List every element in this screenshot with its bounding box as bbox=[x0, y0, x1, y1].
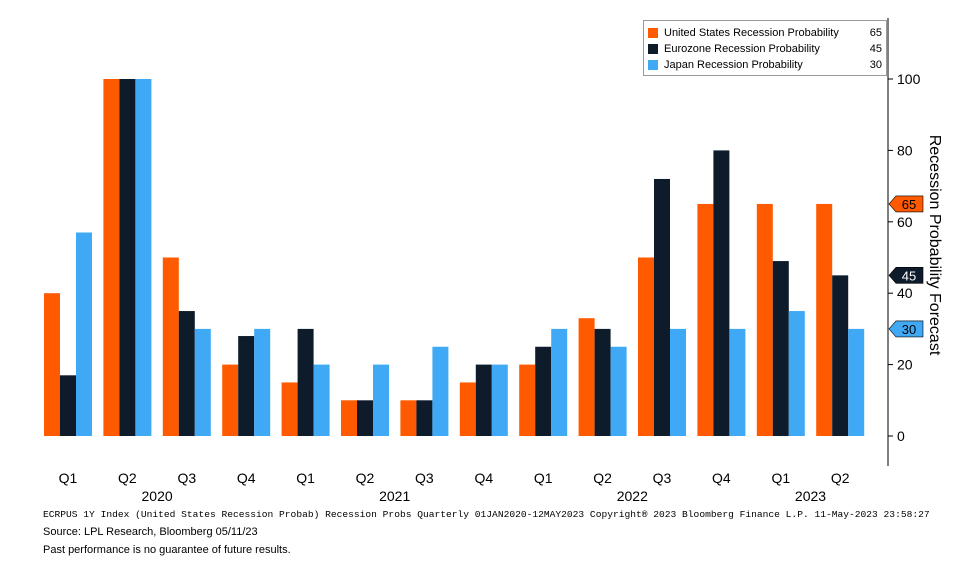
bar-japan bbox=[729, 328, 746, 436]
bar-japan bbox=[670, 328, 686, 436]
bar-us bbox=[162, 257, 179, 436]
bar-eurozone bbox=[60, 375, 76, 436]
bar-eurozone bbox=[297, 328, 314, 436]
legend-item-us: United States Recession Probability 65 bbox=[648, 25, 882, 41]
legend-swatch-us bbox=[648, 28, 658, 38]
disclaimer-note: Past performance is no guarantee of futu… bbox=[43, 544, 291, 556]
bar-japan bbox=[313, 364, 330, 436]
x-tick-label: Q3 bbox=[653, 470, 672, 486]
y-tick-label: 0 bbox=[897, 428, 905, 444]
x-tick-label: Q1 bbox=[534, 470, 553, 486]
bar-us bbox=[281, 382, 298, 436]
bar-eurozone bbox=[178, 311, 195, 436]
bar-us bbox=[400, 400, 417, 436]
x-tick-label: Q1 bbox=[296, 470, 315, 486]
bar-us bbox=[638, 257, 654, 436]
bar-us bbox=[103, 79, 120, 436]
last-value-marker-us bbox=[888, 195, 924, 213]
x-tick-label: Q3 bbox=[415, 470, 434, 486]
y-tick-label: 20 bbox=[897, 357, 913, 373]
legend-item-japan: Japan Recession Probability 30 bbox=[648, 57, 882, 73]
x-tick-label: Q4 bbox=[237, 470, 256, 486]
y-tick-label: 60 bbox=[897, 214, 913, 230]
y-tick-label: 40 bbox=[897, 285, 913, 301]
x-year-label: 2021 bbox=[379, 488, 410, 504]
x-year-label: 2022 bbox=[617, 488, 648, 504]
source-note: Source: LPL Research, Bloomberg 05/11/23 bbox=[43, 526, 258, 538]
legend-value-japan: 30 bbox=[869, 59, 882, 71]
bar-us bbox=[341, 400, 357, 436]
bar-japan bbox=[491, 364, 508, 436]
legend-value-us: 65 bbox=[869, 27, 882, 39]
bar-japan bbox=[551, 328, 568, 436]
last-value-label-us: 65 bbox=[902, 197, 916, 212]
bar-japan bbox=[432, 346, 449, 436]
chart-legend: United States Recession Probability 65 E… bbox=[643, 20, 887, 76]
bar-japan bbox=[254, 328, 271, 436]
bar-us bbox=[578, 318, 595, 436]
legend-label-eurozone: Eurozone Recession Probability bbox=[664, 43, 820, 55]
x-tick-label: Q1 bbox=[771, 470, 790, 486]
bar-japan bbox=[76, 232, 92, 436]
bar-japan bbox=[610, 346, 627, 436]
legend-value-eurozone: 45 bbox=[869, 43, 882, 55]
bar-us bbox=[697, 203, 714, 436]
bar-eurozone bbox=[535, 346, 552, 436]
bloomberg-source-line: ECRPUS 1Y Index (United States Recession… bbox=[43, 509, 930, 520]
legend-swatch-japan bbox=[648, 60, 658, 70]
bar-japan bbox=[194, 328, 211, 436]
last-value-marker-eurozone bbox=[888, 267, 924, 284]
bar-us bbox=[459, 382, 476, 436]
y-tick-label: 100 bbox=[897, 71, 921, 87]
last-value-marker-japan bbox=[888, 320, 924, 338]
bar-eurozone bbox=[832, 275, 849, 436]
x-tick-label: Q2 bbox=[118, 470, 137, 486]
bar-eurozone bbox=[713, 150, 730, 436]
bar-chart: 0 20 40 60 80 100 Recession Probability Foreca… bbox=[44, 18, 943, 504]
bar-japan bbox=[135, 79, 152, 436]
last-value-label-eurozone: 45 bbox=[902, 268, 916, 283]
bar-eurozone bbox=[238, 336, 255, 436]
bar-eurozone bbox=[357, 400, 373, 436]
x-tick-label: Q4 bbox=[474, 470, 493, 486]
bar-us bbox=[756, 203, 773, 436]
x-tick-label: Q4 bbox=[712, 470, 731, 486]
x-tick-label: Q1 bbox=[59, 470, 78, 486]
bar-japan bbox=[373, 364, 389, 436]
x-tick-label: Q2 bbox=[593, 470, 612, 486]
x-tick-label: Q2 bbox=[831, 470, 850, 486]
bar-eurozone bbox=[772, 261, 789, 436]
bar-us bbox=[519, 364, 536, 436]
legend-label-us: United States Recession Probability bbox=[664, 27, 839, 39]
legend-item-eurozone: Eurozone Recession Probability 45 bbox=[648, 41, 882, 57]
bar-eurozone bbox=[475, 364, 492, 436]
y-axis-title: Recession Probability Forecast bbox=[926, 135, 943, 356]
x-year-label: 2023 bbox=[795, 488, 826, 504]
bar-us bbox=[44, 293, 60, 436]
bar-eurozone bbox=[594, 328, 611, 436]
bar-eurozone bbox=[654, 178, 670, 436]
x-year-label: 2020 bbox=[142, 488, 173, 504]
bar-eurozone bbox=[416, 400, 433, 436]
x-tick-label: Q2 bbox=[356, 470, 375, 486]
y-tick-label: 80 bbox=[897, 142, 913, 158]
bar-japan bbox=[848, 328, 865, 436]
bar-us bbox=[222, 364, 239, 436]
legend-label-japan: Japan Recession Probability bbox=[664, 59, 803, 71]
last-value-label-japan: 30 bbox=[902, 322, 916, 337]
bar-us bbox=[816, 203, 833, 436]
legend-swatch-eurozone bbox=[648, 44, 658, 54]
bar-japan bbox=[788, 311, 805, 436]
bar-eurozone bbox=[119, 79, 136, 436]
x-tick-label: Q3 bbox=[177, 470, 196, 486]
